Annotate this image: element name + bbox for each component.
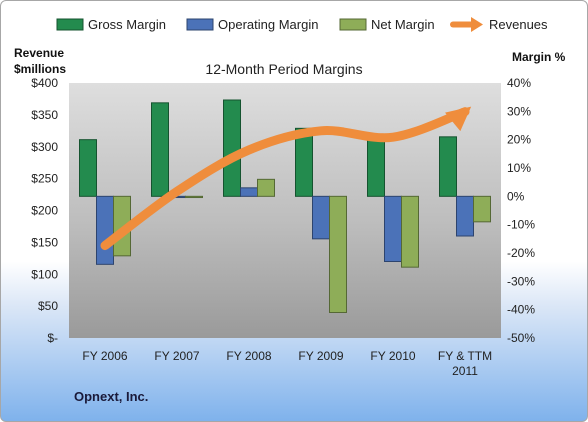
bar-gross-margin	[151, 102, 169, 197]
category-label: FY 2010	[370, 349, 415, 363]
bar-operating-margin	[312, 195, 330, 240]
bar-operating-margin	[456, 195, 474, 237]
bar-gross-margin	[367, 136, 385, 197]
left-tick-label: $100	[31, 267, 58, 281]
right-tick-label: 30%	[507, 104, 531, 118]
bar-net-margin	[473, 195, 491, 223]
left-axis-title-line2: $millions	[14, 62, 66, 76]
legend-swatch-net-margin	[339, 18, 367, 31]
left-axis-title-line1: Revenue	[14, 46, 64, 60]
left-tick-label: $250	[31, 172, 58, 186]
bar-operating-margin	[240, 187, 258, 197]
legend-label: Gross Margin	[88, 17, 166, 32]
category-label: 2011	[452, 364, 478, 378]
legend-label: Revenues	[489, 17, 548, 32]
category-label: FY 2007	[154, 349, 199, 363]
right-tick-label: 20%	[507, 133, 531, 147]
bar-net-margin	[257, 178, 275, 197]
legend-swatch-operating-margin	[186, 18, 214, 31]
left-tick-label: $350	[31, 108, 58, 122]
right-tick-label: -40%	[507, 303, 535, 317]
bar-operating-margin	[384, 195, 402, 262]
left-tick-label: $400	[31, 76, 58, 90]
bar-gross-margin	[223, 99, 241, 197]
right-tick-label: 40%	[507, 76, 531, 90]
bar-net-margin	[185, 195, 203, 199]
right-tick-label: -10%	[507, 218, 535, 232]
right-tick-label: -30%	[507, 274, 535, 288]
bar-net-margin	[401, 195, 419, 268]
left-tick-label: $300	[31, 140, 58, 154]
bar-gross-margin	[79, 139, 97, 197]
category-label: FY 2006	[82, 349, 127, 363]
revenue-line	[100, 107, 470, 251]
bar-gross-margin	[295, 127, 313, 197]
left-tick-label: $-	[47, 331, 58, 345]
bar-gross-margin	[439, 136, 457, 197]
left-tick-label: $50	[38, 299, 58, 313]
right-tick-label: 0%	[507, 189, 525, 203]
category-label: FY 2009	[298, 349, 343, 363]
revenue-arrowhead	[445, 106, 472, 132]
legend-arrow-icon	[471, 17, 483, 32]
bar-net-margin	[329, 195, 347, 313]
legend-label: Operating Margin	[218, 17, 318, 32]
chart-title: 12-Month Period Margins	[205, 61, 362, 77]
left-tick-label: $200	[31, 204, 58, 218]
category-label: FY & TTM	[438, 349, 492, 363]
legend-label: Net Margin	[371, 17, 435, 32]
left-tick-label: $150	[31, 235, 58, 249]
right-tick-label: -20%	[507, 246, 535, 260]
company-name: Opnext, Inc.	[74, 389, 149, 404]
legend-swatch-gross-margin	[56, 18, 84, 31]
right-tick-label: 10%	[507, 161, 531, 175]
right-tick-label: -50%	[507, 331, 535, 345]
bar-operating-margin	[96, 195, 114, 265]
category-label: FY 2008	[226, 349, 271, 363]
right-axis-title: Margin %	[512, 50, 566, 64]
